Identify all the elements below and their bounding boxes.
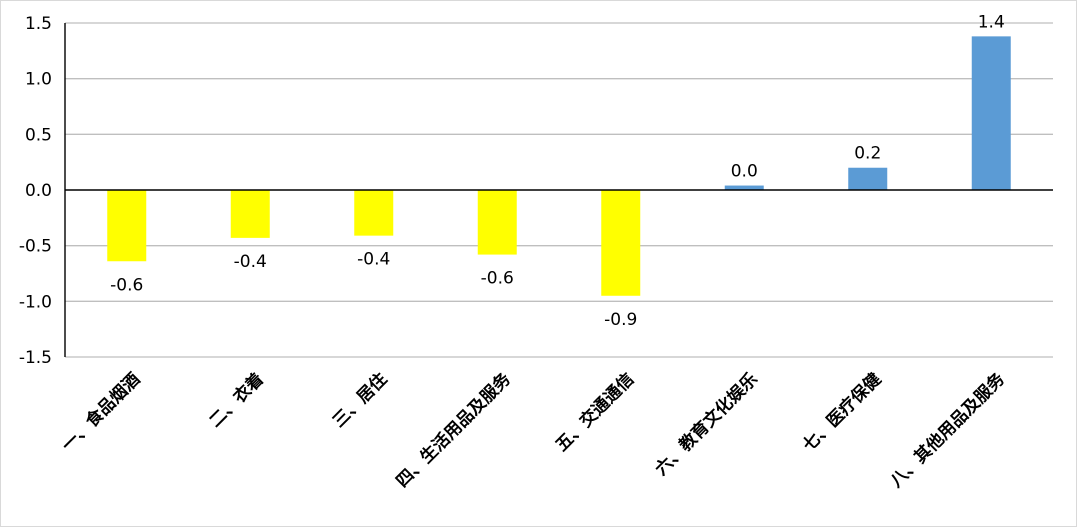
category-label: 五、交通通信 <box>551 369 638 456</box>
data-label: -0.4 <box>234 252 267 272</box>
category-label: 七、医疗保健 <box>798 369 885 456</box>
category-label: 一、食品烟酒 <box>57 369 144 456</box>
data-labels: -0.6 -0.4 -0.4 -0.6 -0.9 0.0 0.2 1.4 <box>110 12 1005 329</box>
bar <box>107 190 147 262</box>
y-tick-label: 1.5 <box>25 14 52 34</box>
gridlines <box>65 22 1053 358</box>
bar <box>230 190 270 238</box>
y-tick-label: 0.0 <box>25 181 52 201</box>
y-tick-label: 1.0 <box>25 70 52 90</box>
data-label: -0.6 <box>110 275 143 295</box>
data-label: 0.2 <box>854 144 881 164</box>
bars <box>107 36 1011 296</box>
bar <box>601 190 641 296</box>
category-label: 三、居住 <box>328 369 391 432</box>
category-label: 四、生活用品及服务 <box>392 368 516 492</box>
bar <box>477 190 517 255</box>
bar <box>354 190 394 236</box>
category-labels: 一、食品烟酒 二、衣着 三、居住 四、生活用品及服务 五、交通通信 六、教育文化娱乐 七、医… <box>57 368 1009 492</box>
y-tick-label: 0.5 <box>25 125 52 145</box>
bar <box>848 167 888 190</box>
axes <box>64 23 1053 357</box>
data-label: 0.0 <box>731 162 758 182</box>
bar <box>971 36 1011 190</box>
bar <box>724 185 764 190</box>
category-label: 二、衣着 <box>205 369 268 432</box>
category-label: 八、其他用品及服务 <box>886 368 1010 492</box>
data-label: -0.4 <box>357 250 390 270</box>
category-label: 六、教育文化娱乐 <box>651 369 762 480</box>
y-tick-label: -1.0 <box>19 292 52 312</box>
y-tick-label: -1.5 <box>19 348 52 368</box>
data-label: 1.4 <box>978 12 1005 32</box>
data-label: -0.9 <box>604 310 637 330</box>
y-tick-labels: 1.5 1.0 0.5 0.0 -0.5 -1.0 -1.5 <box>19 14 52 368</box>
data-label: -0.6 <box>481 269 514 289</box>
y-tick-label: -0.5 <box>19 237 52 257</box>
